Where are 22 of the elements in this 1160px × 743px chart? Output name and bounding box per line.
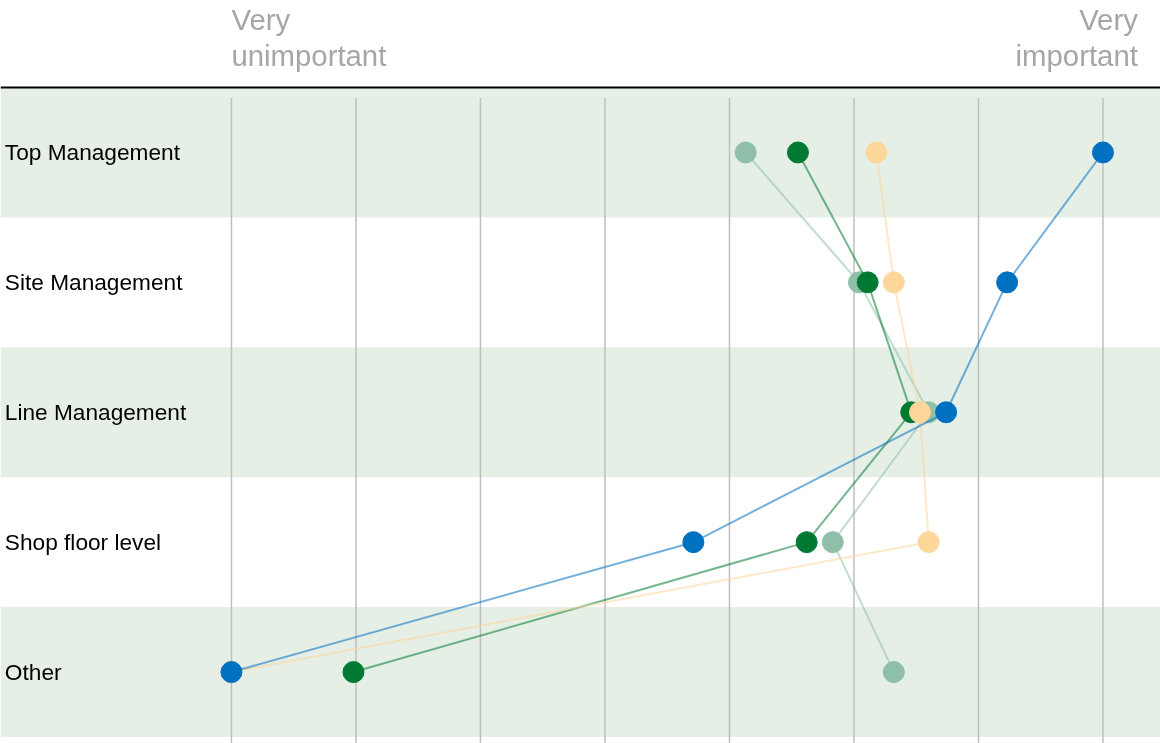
point xyxy=(856,271,879,294)
point xyxy=(996,271,1019,294)
text: Very unimportant xyxy=(231,2,387,72)
point xyxy=(935,401,958,424)
point xyxy=(786,141,809,164)
point xyxy=(865,141,888,164)
y-tick-label: Other xyxy=(4,659,62,686)
point xyxy=(882,661,905,684)
point xyxy=(342,661,365,684)
text: Very important xyxy=(1015,2,1139,72)
y-tick-label: Top Management xyxy=(4,139,181,166)
point xyxy=(795,531,818,554)
point xyxy=(1091,141,1114,164)
y-tick-label: Shop floor level xyxy=(4,529,162,556)
y-tick-label: Line Management xyxy=(4,399,187,426)
y-tick-label: Site Management xyxy=(4,269,184,296)
point xyxy=(882,271,905,294)
point xyxy=(821,531,844,554)
point xyxy=(682,531,705,554)
point xyxy=(908,401,931,424)
point xyxy=(917,531,940,554)
point xyxy=(734,141,757,164)
